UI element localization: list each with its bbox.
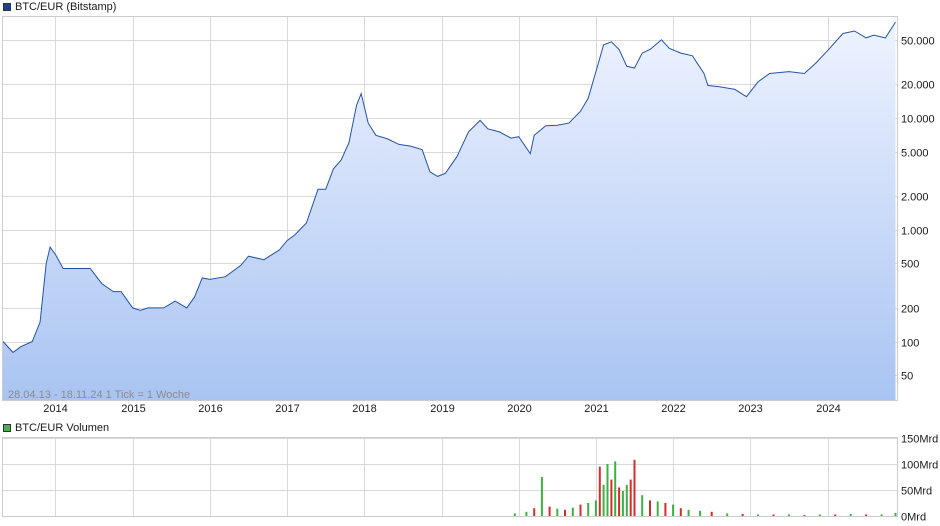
volume-bar [803, 515, 806, 516]
volume-tick-label: 50Mrd [901, 486, 932, 498]
volume-bar [687, 509, 690, 516]
volume-bar [610, 479, 613, 516]
price-area [3, 22, 896, 400]
y-tick-label: 500 [901, 259, 919, 271]
x-tick-label: 2022 [661, 403, 685, 415]
volume-bar [880, 514, 883, 516]
x-tick-label: 2014 [43, 403, 67, 415]
x-tick-label: 2023 [738, 403, 762, 415]
date-range-footer: 28.04.13 - 18.11.24 1 Tick = 1 Woche [8, 389, 190, 401]
x-tick-label: 2017 [275, 403, 299, 415]
x-tick-label: 2021 [584, 403, 608, 415]
volume-bars [513, 459, 897, 516]
volume-bar [556, 508, 559, 516]
volume-bar [587, 503, 590, 516]
volume-bar [699, 510, 702, 516]
y-tick-label: 50.000 [901, 36, 935, 48]
price-legend-swatch [3, 3, 11, 11]
volume-bar [772, 514, 775, 516]
x-tick-label: 2019 [430, 403, 454, 415]
y-tick-label: 1.000 [901, 226, 929, 238]
volume-bar [834, 514, 837, 516]
volume-bar [540, 477, 543, 516]
volume-bar [726, 513, 729, 516]
volume-bar [564, 509, 566, 516]
volume-legend-label: BTC/EUR Volumen [15, 422, 110, 434]
volume-bar [710, 511, 713, 516]
volume-bar [649, 500, 651, 516]
volume-bar [614, 461, 617, 516]
volume-bar [633, 459, 636, 516]
y-tick-label: 50 [901, 371, 913, 383]
volume-bar [849, 513, 852, 516]
price-plot-frame [2, 16, 898, 401]
volume-plot-frame [2, 437, 898, 517]
volume-bar [629, 479, 632, 516]
volume-tick-label: 0Mrd [901, 512, 926, 524]
volume-bar [894, 512, 897, 516]
volume-bar [618, 487, 621, 516]
volume-axis-ticks: 0Mrd 50Mrd 100Mrd 150Mrd [901, 434, 938, 524]
y-tick-label: 10.000 [901, 114, 935, 126]
volume-bar [818, 514, 821, 516]
volume-bar [679, 508, 682, 516]
volume-bar [672, 504, 675, 516]
volume-legend-swatch [3, 424, 11, 432]
volume-tick-label: 150Mrd [901, 434, 938, 446]
price-legend: BTC/EUR (Bitstamp) [3, 0, 116, 14]
volume-bar [598, 466, 601, 516]
volume-bar [865, 514, 868, 516]
volume-bar [741, 513, 744, 516]
volume-bar [513, 513, 516, 516]
x-tick-label: 2015 [121, 403, 145, 415]
volume-bar [641, 495, 644, 516]
volume-bar [533, 508, 536, 516]
volume-bar [606, 464, 609, 516]
y-tick-label: 5.000 [901, 148, 929, 160]
y-tick-label: 200 [901, 304, 919, 316]
volume-bar [525, 511, 528, 516]
volume-bar [579, 504, 582, 516]
volume-bar [664, 503, 667, 516]
volume-bar [602, 484, 605, 516]
volume-bar [787, 514, 790, 516]
volume-bar [571, 507, 574, 516]
price-legend-label: BTC/EUR (Bitstamp) [15, 1, 117, 13]
volume-bar [548, 506, 551, 516]
volume-tick-label: 100Mrd [901, 460, 938, 472]
x-tick-label: 2016 [198, 403, 222, 415]
x-tick-label: 2024 [816, 403, 840, 415]
y-tick-label: 100 [901, 338, 919, 350]
y-tick-label: 2.000 [901, 192, 929, 204]
x-tick-label: 2018 [352, 403, 376, 415]
volume-bar [594, 500, 597, 516]
x-tick-label: 2020 [507, 403, 531, 415]
volume-bar [621, 491, 624, 516]
price-line [2, 21, 896, 354]
volume-bar [656, 501, 659, 516]
y-tick-label: 20.000 [901, 80, 935, 92]
volume-bar [757, 514, 759, 516]
x-axis-ticks: 2014 2015 2016 2017 2018 2019 2020 2021 2022 2023… [43, 403, 840, 415]
volume-bar [625, 484, 628, 516]
volume-legend: BTC/EUR Volumen [3, 421, 109, 435]
y-axis-ticks: 50 100 200 500 1.000 2.000 5.000 10.000 20.000 50… [901, 36, 935, 383]
volume-grid [3, 438, 897, 517]
